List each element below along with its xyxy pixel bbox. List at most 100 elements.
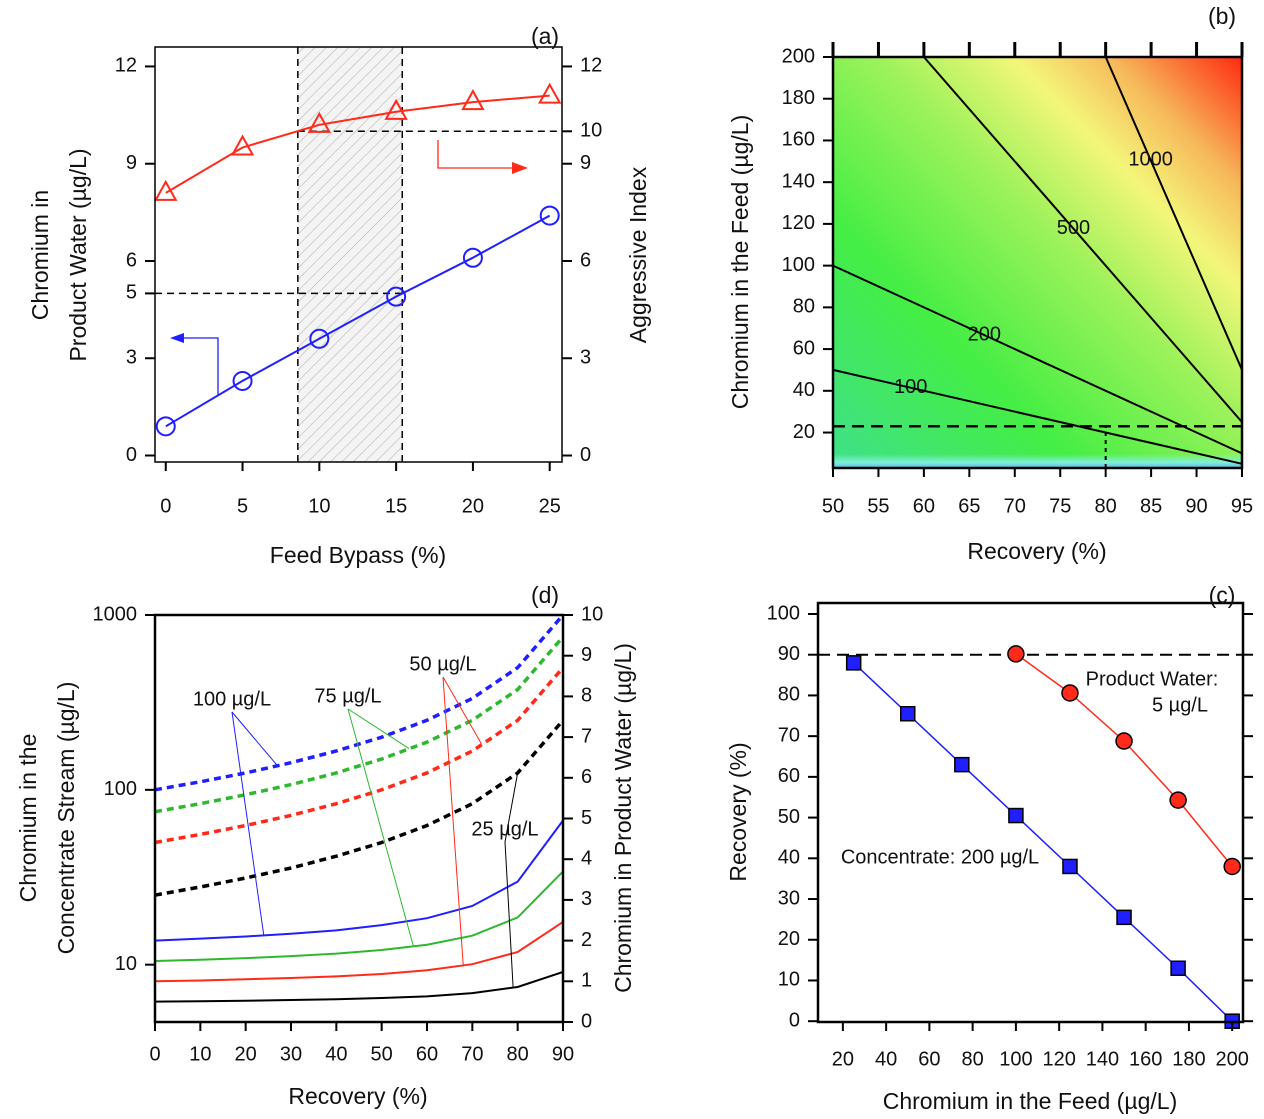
x-axis-label: Recovery (%) bbox=[288, 1083, 427, 1109]
y-tick-label: 40 bbox=[793, 379, 815, 401]
y2-tick-label: 6 bbox=[581, 766, 592, 788]
marker bbox=[538, 82, 562, 104]
y-tick-label: 90 bbox=[778, 643, 800, 665]
x-tick-label: 25 bbox=[539, 495, 561, 517]
y-axis-label: Product Water (µg/L) bbox=[65, 148, 91, 361]
plot-frame bbox=[816, 601, 1245, 1024]
marker bbox=[461, 89, 485, 111]
y-tick-label: 140 bbox=[782, 170, 815, 192]
x-tick-label: 50 bbox=[822, 495, 844, 517]
marker bbox=[1061, 684, 1079, 702]
series-label: 75 µg/L bbox=[314, 685, 381, 707]
marker bbox=[1170, 960, 1186, 977]
x-tick-label: 80 bbox=[507, 1043, 529, 1065]
y2-tick-label: 7 bbox=[581, 725, 592, 747]
concentrate-line bbox=[154, 719, 565, 897]
y-tick-label: 180 bbox=[782, 87, 815, 109]
series-label: Concentrate: 200 µg/L bbox=[841, 846, 1039, 868]
y2-tick-label: 12 bbox=[580, 55, 602, 77]
x-tick-label: 60 bbox=[913, 495, 935, 517]
x-tick-label: 200 bbox=[1215, 1048, 1248, 1070]
y2-axis-label: Aggressive Index bbox=[625, 166, 651, 343]
y-axis-label: Recovery (%) bbox=[725, 742, 751, 881]
axis-arrow-head bbox=[512, 162, 528, 174]
x-tick-label: 75 bbox=[1049, 495, 1071, 517]
series-label: Product Water: bbox=[1086, 668, 1219, 690]
contour-line bbox=[923, 56, 1243, 423]
x-tick-label: 80 bbox=[962, 1048, 984, 1070]
y-tick-label: 160 bbox=[782, 129, 815, 151]
y-axis-label: Chromium in the Feed (µg/L) bbox=[727, 115, 753, 409]
x-tick-label: 80 bbox=[1095, 495, 1117, 517]
x-tick-label: 70 bbox=[1004, 495, 1026, 517]
marker bbox=[1007, 645, 1025, 663]
y2-tick-label: 4 bbox=[581, 847, 592, 869]
leader-line bbox=[504, 772, 519, 843]
y-tick-label: 10 bbox=[115, 953, 137, 975]
product-line bbox=[154, 819, 564, 942]
contour-line bbox=[832, 368, 1243, 465]
panel-label: (b) bbox=[1208, 3, 1236, 29]
panel-label: (d) bbox=[531, 582, 559, 608]
y2-tick-label: 9 bbox=[581, 644, 592, 666]
x-tick-label: 0 bbox=[160, 495, 171, 517]
y2-tick-label: 9 bbox=[580, 152, 591, 174]
marker bbox=[900, 706, 916, 722]
color-field bbox=[833, 57, 1242, 468]
contour-label: 1000 bbox=[1128, 149, 1173, 171]
concentrate-line bbox=[154, 635, 565, 814]
x-tick-label: 40 bbox=[875, 1048, 897, 1070]
x-tick-label: 180 bbox=[1172, 1048, 1205, 1070]
axis-arrow-head bbox=[170, 333, 184, 343]
y-axis-label: Concentrate Stream (µg/L) bbox=[53, 682, 79, 955]
marker bbox=[954, 756, 970, 773]
y2-tick-label: 0 bbox=[581, 1010, 592, 1032]
marker bbox=[539, 205, 560, 226]
y2-tick-label: 6 bbox=[580, 249, 591, 271]
marker bbox=[462, 247, 483, 268]
leader-line bbox=[504, 841, 514, 988]
marker bbox=[1115, 732, 1133, 750]
x-tick-label: 60 bbox=[416, 1043, 438, 1065]
series-label: 50 µg/L bbox=[409, 653, 476, 675]
marker bbox=[1008, 807, 1024, 824]
x-tick-label: 60 bbox=[918, 1048, 940, 1070]
marker bbox=[154, 179, 178, 201]
marker bbox=[309, 328, 330, 349]
marker bbox=[1223, 857, 1241, 876]
x-tick-label: 20 bbox=[235, 1043, 257, 1065]
contour-line bbox=[832, 264, 1243, 455]
y-axis-label: Chromium in the bbox=[15, 734, 41, 903]
y-tick-label: 12 bbox=[115, 55, 137, 77]
leader-line bbox=[231, 711, 265, 936]
marker bbox=[384, 98, 408, 120]
x-tick-label: 100 bbox=[999, 1048, 1032, 1070]
y-tick-label: 50 bbox=[778, 806, 800, 828]
marker bbox=[1169, 791, 1187, 809]
axis-arrow bbox=[437, 140, 512, 169]
series-label: 5 µg/L bbox=[1152, 694, 1208, 716]
y-tick-label: 120 bbox=[782, 212, 815, 234]
leader-line bbox=[442, 676, 464, 966]
x-tick-label: 5 bbox=[237, 495, 248, 517]
x-tick-label: 160 bbox=[1129, 1048, 1162, 1070]
marker bbox=[155, 416, 176, 437]
contour-label: 500 bbox=[1057, 217, 1090, 239]
y-tick-label: 80 bbox=[778, 684, 800, 706]
x-tick-label: 0 bbox=[149, 1043, 160, 1065]
x-tick-label: 10 bbox=[308, 495, 330, 517]
y-tick-label: 100 bbox=[767, 602, 800, 624]
y-tick-label: 0 bbox=[126, 444, 137, 466]
y2-tick-label: 3 bbox=[580, 347, 591, 369]
y-tick-label: 6 bbox=[126, 249, 137, 271]
y2-tick-label: 1 bbox=[581, 970, 592, 992]
series-label: 25 µg/L bbox=[471, 818, 538, 840]
x-tick-label: 15 bbox=[385, 495, 407, 517]
product-line bbox=[154, 970, 564, 1003]
leader-line bbox=[347, 708, 414, 947]
plot-frame bbox=[831, 55, 1244, 470]
x-tick-label: 40 bbox=[325, 1043, 347, 1065]
x-tick-label: 90 bbox=[1185, 495, 1207, 517]
contour-label: 100 bbox=[894, 376, 927, 398]
marker bbox=[232, 370, 253, 391]
